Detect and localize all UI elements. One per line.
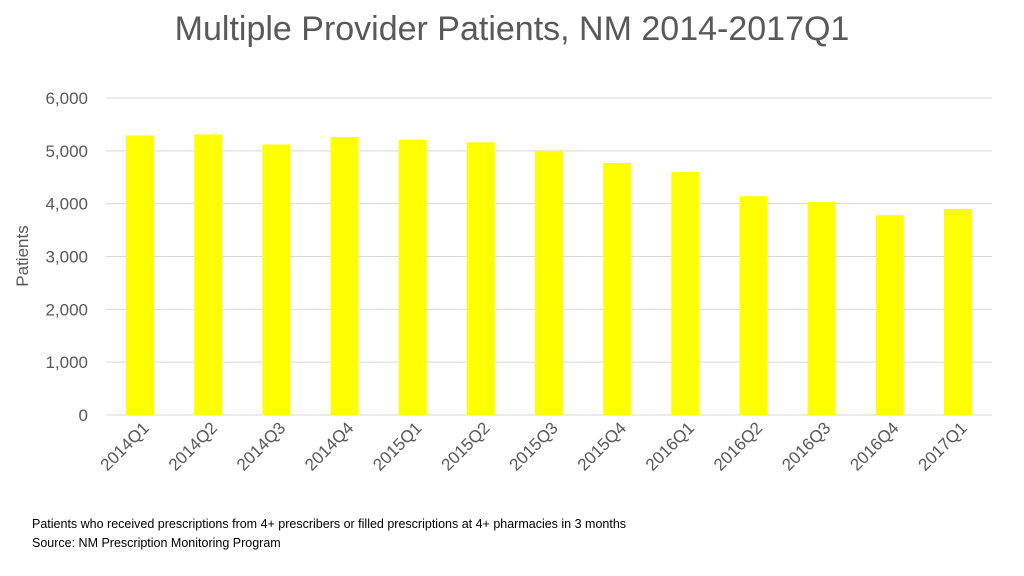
bar-2015Q2 [466,142,495,415]
x-tick-label: 2017Q1 [915,418,971,474]
bar-2014Q4 [330,137,359,415]
x-tick-labels: 2014Q1 2014Q2 2014Q3 2014Q4 2015Q1 2015Q2 2015… [97,418,971,474]
y-tick-label: 2,000 [45,300,88,319]
bar-2017Q1 [943,208,972,415]
bars [126,134,972,416]
bar-2015Q4 [603,162,632,415]
y-tick-label: 6,000 [45,89,88,108]
y-tick-labels: 0 1,000 2,000 3,000 4,000 5,000 6,000 [45,89,88,425]
bar-2015Q3 [535,150,563,416]
y-tick-label: 3,000 [45,248,88,267]
x-tick-label: 2016Q3 [778,418,834,474]
x-tick-label: 2016Q1 [642,418,698,474]
y-tick-label: 4,000 [45,195,88,214]
bar-2016Q3 [807,202,836,415]
x-tick-label: 2016Q2 [710,418,766,474]
bar-2014Q3 [262,144,291,415]
x-tick-label: 2016Q4 [846,418,902,474]
x-tick-label: 2015Q3 [506,418,562,474]
y-axis-label: Patients [13,225,32,286]
x-tick-label: 2014Q3 [233,418,289,474]
bar-2014Q1 [126,135,155,416]
x-tick-label: 2015Q2 [437,418,493,474]
x-tick-label: 2014Q1 [97,418,153,474]
x-tick-label: 2015Q4 [574,418,630,474]
x-tick-label: 2015Q1 [369,418,425,474]
footnote-source: Source: NM Prescription Monitoring Progr… [32,536,281,550]
bar-2016Q4 [875,215,904,415]
x-tick-label: 2014Q4 [301,418,357,474]
x-tick-label: 2014Q2 [165,418,221,474]
y-tick-label: 1,000 [45,353,88,372]
bar-2016Q1 [671,171,700,415]
y-tick-label: 5,000 [45,142,88,161]
footnote-definition: Patients who received prescriptions from… [32,517,627,531]
y-tick-label: 0 [79,406,88,425]
bar-2014Q2 [194,134,223,415]
bar-2015Q1 [398,139,427,415]
chart-title: Multiple Provider Patients, NM 2014-2017… [174,10,850,48]
bar-2016Q2 [739,196,768,415]
